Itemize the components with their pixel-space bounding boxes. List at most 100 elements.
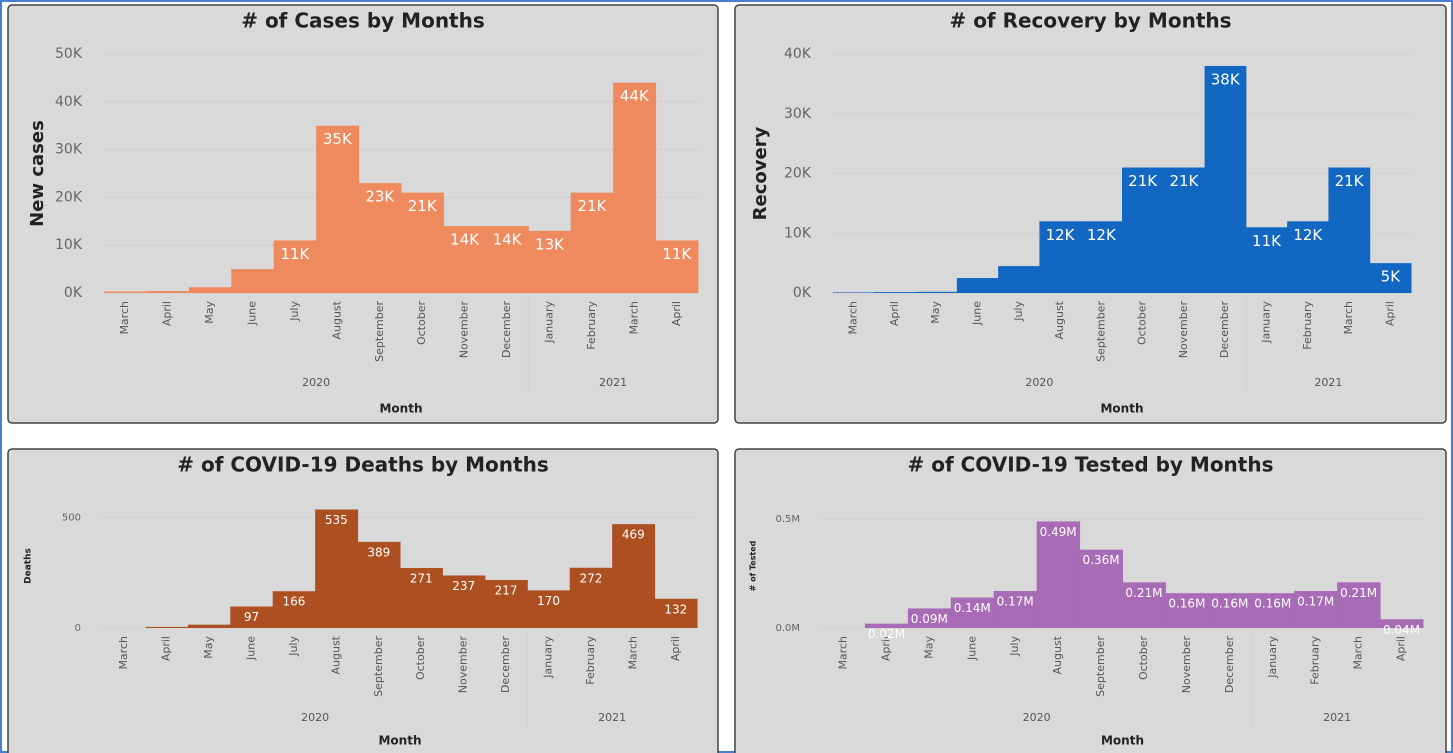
x-tick-label: October bbox=[414, 636, 427, 680]
bar bbox=[950, 597, 995, 628]
y-tick-label: 0.0M bbox=[775, 623, 800, 634]
chart-panel: # of Cases by Months 0K 10K 20K 30K 40K 50K New… bbox=[7, 4, 719, 424]
data-label: 12K bbox=[1046, 226, 1076, 244]
x-tick-label: July bbox=[1008, 636, 1021, 657]
data-label: 0.02M bbox=[868, 627, 905, 641]
data-label: 13K bbox=[535, 235, 565, 253]
bar bbox=[527, 590, 571, 628]
bar bbox=[1380, 619, 1424, 628]
bar bbox=[1328, 167, 1371, 293]
x-tick-label: February bbox=[1309, 636, 1322, 685]
data-label: 23K bbox=[365, 188, 395, 206]
bar bbox=[569, 567, 613, 628]
bar bbox=[612, 524, 656, 628]
x-tick-label: April bbox=[888, 301, 901, 326]
x-tick-label: June bbox=[246, 301, 259, 326]
data-label: 0.21M bbox=[1125, 586, 1162, 600]
bar bbox=[1208, 593, 1252, 628]
data-label: 271 bbox=[410, 571, 433, 585]
data-label: 0.09M bbox=[911, 612, 948, 626]
x-tick-label: May bbox=[922, 636, 935, 659]
bar bbox=[1165, 593, 1209, 628]
x-axis-label: Month bbox=[379, 402, 422, 416]
bar bbox=[484, 579, 528, 628]
data-label: 237 bbox=[452, 579, 475, 593]
data-label: 0.16M bbox=[1168, 597, 1205, 611]
y-axis-label: Recovery bbox=[750, 126, 771, 220]
data-label: 11K bbox=[662, 245, 692, 263]
bar bbox=[358, 183, 402, 293]
x-tick-label: September bbox=[1094, 636, 1107, 697]
x-tick-label: April bbox=[1395, 636, 1408, 661]
y-tick-label: 20K bbox=[55, 189, 83, 205]
x-tick-label: July bbox=[287, 636, 300, 657]
chart-panel: # of COVID-19 Deaths by Months 0 500 Deaths… bbox=[7, 448, 719, 753]
x-tick-label: December bbox=[499, 636, 512, 694]
data-label: 0.21M bbox=[1340, 586, 1377, 600]
y-axis-label: New cases bbox=[27, 120, 48, 227]
chart-title: # of Recovery by Months bbox=[949, 9, 1231, 33]
bar bbox=[1039, 221, 1082, 293]
bar bbox=[1122, 167, 1164, 293]
x-tick-label: April bbox=[670, 301, 683, 326]
x-group-label: 2020 bbox=[1023, 711, 1051, 724]
data-label: 0.17M bbox=[1297, 595, 1334, 609]
x-tick-label: July bbox=[1012, 301, 1025, 322]
x-tick-label: March bbox=[626, 636, 639, 670]
y-tick-label: 20K bbox=[784, 166, 812, 182]
y-tick-label: 0 bbox=[75, 623, 81, 634]
y-tick-label: 30K bbox=[784, 106, 812, 122]
bar bbox=[400, 567, 443, 628]
bar bbox=[993, 591, 1038, 628]
data-label: 12K bbox=[1293, 226, 1323, 244]
bar bbox=[613, 82, 657, 294]
y-tick-label: 0.5M bbox=[775, 514, 800, 525]
data-label: 170 bbox=[537, 594, 560, 608]
data-label: 44K bbox=[620, 87, 650, 105]
x-tick-label: April bbox=[160, 636, 173, 661]
data-label: 21K bbox=[408, 197, 438, 215]
x-tick-label: February bbox=[1301, 301, 1314, 350]
x-tick-label: June bbox=[245, 636, 258, 661]
x-tick-label: May bbox=[929, 301, 942, 324]
bar bbox=[874, 292, 917, 293]
y-tick-label: 10K bbox=[784, 225, 812, 241]
data-label: 97 bbox=[244, 610, 259, 624]
y-tick-label: 30K bbox=[55, 142, 83, 158]
x-tick-label: April bbox=[161, 301, 174, 326]
bar bbox=[1036, 521, 1081, 628]
x-tick-label: August bbox=[329, 635, 342, 674]
chart-panel: # of COVID-19 Tested by Months 0.0M 0.5M # … bbox=[734, 448, 1447, 753]
bar bbox=[316, 125, 360, 293]
y-tick-label: 0K bbox=[64, 285, 83, 301]
x-tick-label: November bbox=[457, 636, 470, 694]
y-tick-label: 50K bbox=[55, 46, 83, 62]
bar bbox=[357, 541, 401, 628]
x-tick-label: December bbox=[1223, 636, 1236, 694]
y-axis-label: Deaths bbox=[24, 548, 34, 584]
x-group-label: 2021 bbox=[599, 376, 627, 389]
bar bbox=[188, 287, 232, 293]
data-label: 12K bbox=[1087, 226, 1117, 244]
x-tick-label: December bbox=[1218, 301, 1231, 359]
bar bbox=[570, 192, 614, 293]
data-label: 11K bbox=[1252, 232, 1282, 250]
data-label: 166 bbox=[282, 595, 305, 609]
x-tick-label: September bbox=[373, 301, 386, 362]
x-group-label: 2020 bbox=[301, 711, 329, 724]
data-label: 35K bbox=[323, 130, 353, 148]
x-tick-label: August bbox=[1053, 300, 1066, 339]
chart-title: # of COVID-19 Deaths by Months bbox=[177, 453, 548, 477]
chart-title: # of COVID-19 Tested by Months bbox=[907, 453, 1273, 477]
x-tick-label: June bbox=[971, 301, 984, 326]
bar bbox=[231, 269, 275, 293]
x-tick-label: March bbox=[1352, 636, 1365, 670]
bar bbox=[1287, 221, 1329, 293]
x-tick-label: March bbox=[118, 301, 131, 335]
data-label: 21K bbox=[1169, 172, 1199, 190]
x-tick-label: September bbox=[372, 636, 385, 697]
x-group-label: 2021 bbox=[1323, 711, 1351, 724]
bar bbox=[1163, 167, 1206, 293]
x-axis-label: Month bbox=[1100, 402, 1143, 416]
